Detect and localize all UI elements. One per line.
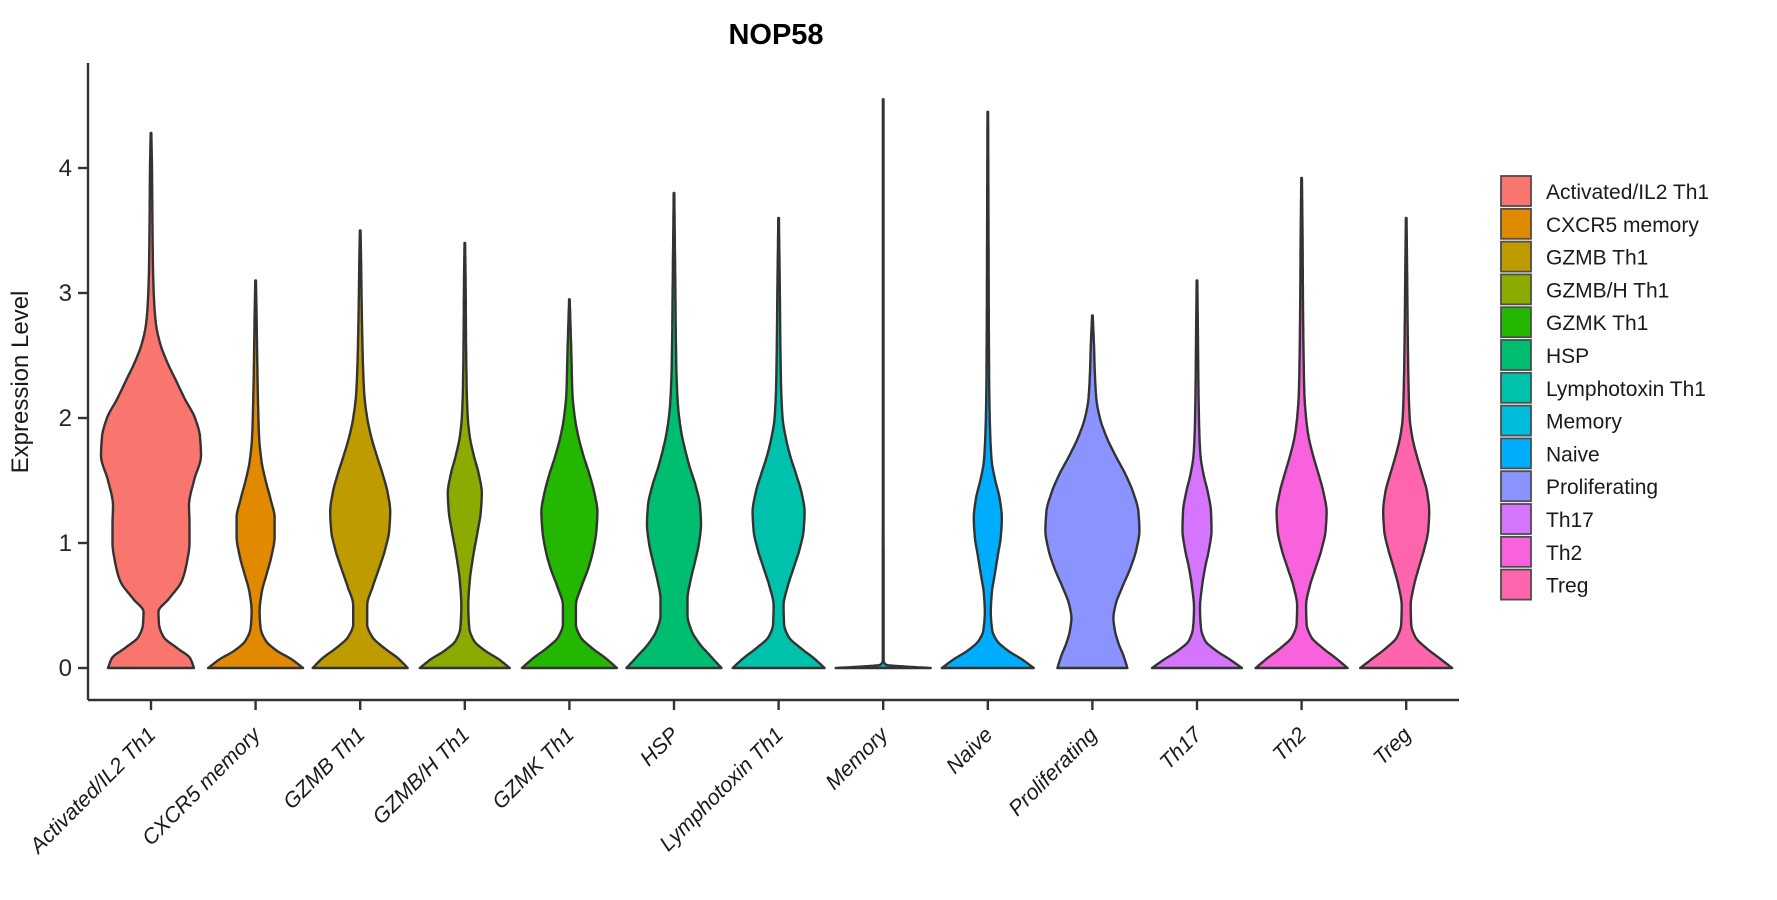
x-tick-label-activated-il2-th1: Activated/IL2 Th1 — [24, 723, 161, 860]
legend-label-th2: Th2 — [1546, 542, 1582, 565]
violin-gzmb-th1 — [311, 229, 409, 670]
violin-naive — [940, 110, 1035, 670]
legend-label-gzmk-th1: GZMK Th1 — [1546, 312, 1648, 335]
violin-layer — [99, 98, 1454, 670]
x-tick-label-naive: Naive — [941, 723, 997, 779]
legend-label-memory: Memory — [1546, 411, 1622, 434]
x-tick-label-gzmk-th1: GZMK Th1 — [488, 723, 579, 814]
legend-label-gzmb-th1: GZMB Th1 — [1546, 247, 1648, 270]
x-tick-label-memory: Memory — [821, 722, 894, 795]
x-tick-label-th17: Th17 — [1155, 722, 1207, 774]
legend-label-gzmb-h-th1: GZMB/H Th1 — [1546, 279, 1669, 302]
violin-gzmk-th1 — [520, 298, 619, 670]
violin-hsp — [625, 191, 723, 670]
y-tick-label: 4 — [59, 155, 72, 182]
legend-swatch-naive — [1500, 437, 1532, 470]
legend-label-lymphotoxin-th1: Lymphotoxin Th1 — [1546, 378, 1706, 401]
legend-swatch-memory — [1500, 404, 1532, 437]
y-axis-label: Expression Level — [7, 291, 34, 474]
legend-swatch-gzmb-h-th1 — [1500, 273, 1532, 306]
violin-lymphotoxin-th1 — [731, 216, 826, 670]
violin-th2 — [1254, 176, 1349, 670]
x-tick-label-hsp: HSP — [635, 722, 684, 771]
x-tick-label-treg: Treg — [1369, 723, 1416, 770]
legend-swatch-treg — [1500, 568, 1532, 601]
y-tick-label: 0 — [59, 655, 72, 682]
legend-swatch-cxcr5-memory — [1500, 207, 1532, 240]
legend-swatch-th2 — [1500, 535, 1532, 568]
chart-title: NOP58 — [728, 19, 823, 51]
legend-swatch-th17 — [1500, 503, 1532, 535]
y-tick-label: 1 — [59, 530, 72, 557]
violin-proliferating — [1044, 314, 1141, 670]
violin-th17 — [1150, 279, 1244, 670]
legend-swatch-gzmb-th1 — [1500, 240, 1532, 273]
violin-cxcr5-memory — [206, 279, 305, 670]
x-tick-label-gzmb-th1: GZMB Th1 — [278, 723, 369, 814]
legend-layer: Activated/IL2 Th1 CXCR5 memory GZMB Th1 GZM… — [1500, 175, 1709, 601]
legend-swatch-gzmk-th1 — [1500, 306, 1532, 339]
x-tick-label-th2: Th2 — [1268, 723, 1311, 766]
legend-label-treg: Treg — [1546, 575, 1588, 598]
legend-swatch-proliferating — [1500, 470, 1532, 503]
legend-swatch-lymphotoxin-th1 — [1500, 371, 1532, 404]
legend-swatch-hsp — [1500, 339, 1532, 371]
legend-swatch-activated-il2-th1 — [1500, 175, 1532, 207]
x-tick-label-proliferating: Proliferating — [1004, 723, 1102, 821]
legend-label-cxcr5-memory: CXCR5 memory — [1546, 214, 1699, 237]
violin-treg — [1359, 216, 1454, 670]
x-tick-label-gzmb-h-th1: GZMB/H Th1 — [368, 723, 475, 830]
violin-memory — [834, 98, 932, 670]
violin-gzmb-h-th1 — [418, 241, 511, 670]
y-tick-label: 3 — [59, 280, 72, 307]
legend-label-th17: Th17 — [1546, 509, 1594, 532]
legend-label-activated-il2-th1: Activated/IL2 Th1 — [1546, 181, 1709, 204]
violin-activated-il2-th1 — [99, 131, 203, 670]
legend-label-hsp: HSP — [1546, 345, 1589, 368]
y-tick-label: 2 — [59, 405, 72, 432]
legend-label-naive: Naive — [1546, 443, 1600, 466]
legend-label-proliferating: Proliferating — [1546, 476, 1658, 499]
